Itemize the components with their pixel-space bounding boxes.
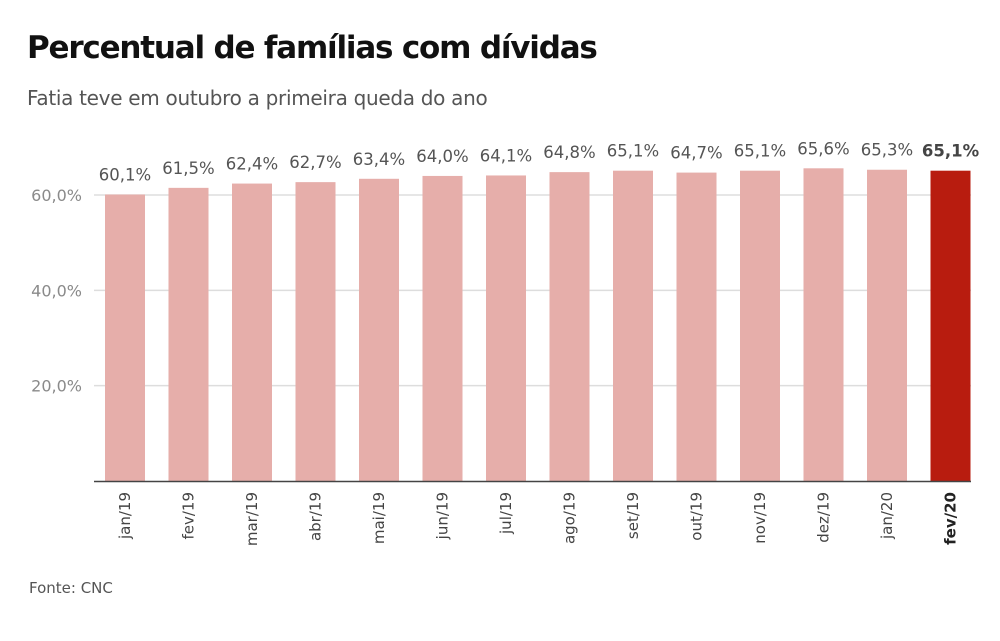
chart-subtitle: Fatia teve em outubro a primeira queda d… xyxy=(27,86,488,110)
x-category-label: set/19 xyxy=(624,492,642,539)
bar-ago-19 xyxy=(549,172,590,481)
bars xyxy=(105,168,971,482)
x-category-label: jul/19 xyxy=(497,492,515,535)
bar-mai-19 xyxy=(359,178,399,481)
x-axis-labels: jan/19 fev/19 mar/19 abr/19 mai/19 jun/19 jul/… xyxy=(116,492,960,546)
data-label: 64,1% xyxy=(480,146,532,165)
y-tick-label: 60,0% xyxy=(31,186,82,205)
data-label: 63,4% xyxy=(353,150,405,169)
x-category-label: fev/20 xyxy=(942,492,960,545)
bar-nov-19 xyxy=(740,170,780,481)
bar-mar-19 xyxy=(232,183,272,481)
x-category-label: jan/19 xyxy=(116,492,134,540)
y-tick-label: 20,0% xyxy=(31,377,82,396)
x-category-label: mar/19 xyxy=(243,492,261,546)
x-category-label: jan/20 xyxy=(878,492,896,540)
x-category-label: dez/19 xyxy=(815,492,833,543)
x-category-label: abr/19 xyxy=(307,492,325,541)
x-category-label: jun/19 xyxy=(434,492,452,540)
bar-jun-19 xyxy=(422,175,463,481)
x-category-label: fev/19 xyxy=(180,492,198,540)
data-label: 64,8% xyxy=(543,143,595,162)
data-label: 62,7% xyxy=(289,153,341,172)
data-labels: 60,1% 61,5% 62,4% 62,7% 63,4% 64,0% 64,1% 64,8%… xyxy=(99,139,980,184)
bar-fev-19 xyxy=(168,187,209,481)
y-axis-tick-labels: 20,0% 40,0% 60,0% xyxy=(31,186,82,396)
x-category-label: out/19 xyxy=(688,492,706,541)
bar-abr-19 xyxy=(295,182,336,481)
data-label: 65,6% xyxy=(797,139,849,158)
bar-set-19 xyxy=(613,170,653,481)
data-label: 65,1% xyxy=(607,142,659,161)
x-category-label: mai/19 xyxy=(370,492,388,544)
data-label: 62,4% xyxy=(226,155,278,174)
data-label: 61,5% xyxy=(162,159,214,178)
bar-out-19 xyxy=(676,172,717,481)
bar-jan-20 xyxy=(867,169,907,481)
x-category-label: ago/19 xyxy=(561,492,579,544)
data-label: 64,0% xyxy=(416,147,468,166)
data-label: 65,1% xyxy=(734,142,786,161)
bar-dez-19 xyxy=(803,168,844,481)
x-category-label: nov/19 xyxy=(751,492,769,544)
bar-jul-19 xyxy=(486,175,526,481)
data-label: 65,3% xyxy=(861,141,913,160)
chart-title: Percentual de famílias com dívidas xyxy=(27,30,598,66)
y-tick-label: 40,0% xyxy=(31,281,82,300)
bar-jan-19 xyxy=(105,194,145,482)
bar-fev-20 xyxy=(930,170,971,481)
data-label: 65,1% xyxy=(922,142,980,161)
data-label: 64,7% xyxy=(670,144,722,163)
source-note: Fonte: CNC xyxy=(29,579,113,597)
data-label: 60,1% xyxy=(99,166,151,185)
